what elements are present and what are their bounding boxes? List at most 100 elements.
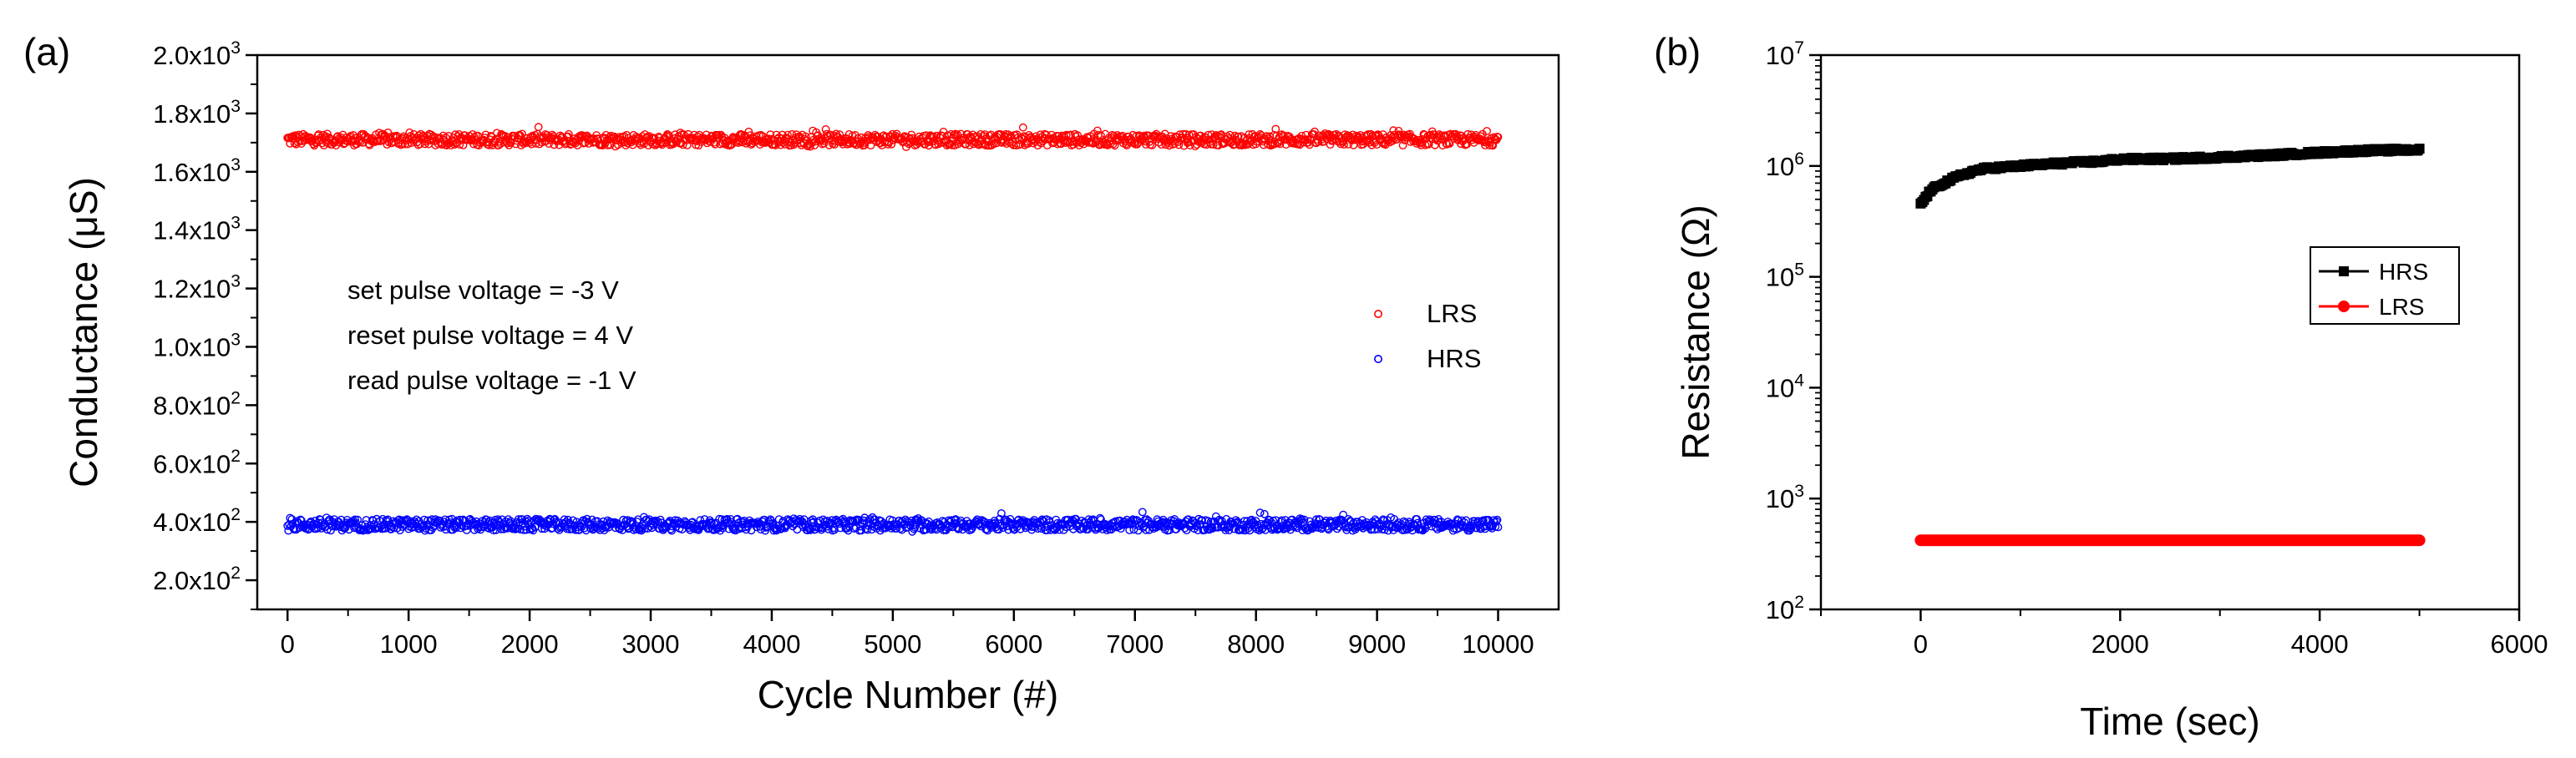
y-tick-label: 1.6x103 xyxy=(153,155,241,187)
data-point xyxy=(819,139,829,148)
data-point xyxy=(1275,523,1285,533)
y-tick-label: 105 xyxy=(1766,260,1804,292)
x-tick-label: 5000 xyxy=(864,629,921,659)
data-point xyxy=(1129,525,1138,534)
data-point xyxy=(876,526,885,535)
data-point xyxy=(1483,127,1492,135)
data-point xyxy=(609,518,618,528)
data-point xyxy=(1493,523,1503,532)
legend-marker-lrs xyxy=(2338,301,2350,312)
data-point xyxy=(892,524,901,533)
data-point xyxy=(1349,140,1358,149)
data-point xyxy=(795,132,804,141)
data-point xyxy=(887,524,896,533)
data-point xyxy=(767,517,776,525)
data-point xyxy=(1006,514,1015,523)
data-point xyxy=(1460,518,1469,527)
data-point xyxy=(1367,140,1377,149)
y-tick-label: 2.0x102 xyxy=(153,563,241,595)
data-point xyxy=(1133,139,1142,149)
data-point xyxy=(1412,515,1422,523)
data-point xyxy=(1311,127,1319,136)
data-point xyxy=(439,131,448,140)
x-tick-label: 4000 xyxy=(2291,629,2349,659)
y-tick-label: 107 xyxy=(1766,38,1804,70)
data-point xyxy=(997,509,1006,518)
data-point xyxy=(534,123,543,132)
legend-label-hrs: HRS xyxy=(2379,259,2428,285)
data-point xyxy=(1493,133,1503,142)
legend: HRS LRS xyxy=(2310,246,2460,325)
data-point xyxy=(987,140,996,149)
scatter-points xyxy=(283,123,1503,536)
annotation-text: read pulse voltage = -1 V xyxy=(347,366,636,395)
y-tick-label: 6.0x102 xyxy=(153,447,241,478)
data-point xyxy=(1062,130,1071,139)
data-point xyxy=(347,518,357,527)
data-point xyxy=(1271,516,1280,524)
data-point xyxy=(557,523,566,532)
legend-marker-hrs xyxy=(2339,266,2349,276)
data-point xyxy=(494,141,503,149)
y-tick-label: 103 xyxy=(1766,482,1804,513)
data-point xyxy=(1483,522,1492,530)
series-lrs-line xyxy=(1914,534,2426,547)
data-point xyxy=(291,131,300,140)
data-point xyxy=(1198,516,1207,525)
data-point xyxy=(981,130,990,139)
data-point xyxy=(1255,508,1265,518)
data-point xyxy=(943,131,952,140)
legend-marker-hrs xyxy=(1374,354,1383,363)
data-point xyxy=(652,516,661,525)
data-point xyxy=(1018,123,1027,132)
data-point xyxy=(378,514,388,523)
y-axis-title: Conductance (μS) xyxy=(62,177,105,488)
data-point xyxy=(1049,523,1058,533)
data-point xyxy=(1083,133,1092,142)
data-point xyxy=(1174,140,1184,149)
data-point xyxy=(1206,139,1215,149)
data-point xyxy=(1054,132,1063,141)
data-point xyxy=(322,129,332,139)
data-point xyxy=(947,140,956,149)
data-point xyxy=(1138,508,1147,517)
data-point xyxy=(844,138,853,147)
data-point xyxy=(522,139,531,148)
data-point xyxy=(349,130,357,139)
data-point xyxy=(1365,138,1374,147)
x-tick-label: 6000 xyxy=(2491,629,2548,659)
data-point xyxy=(1434,515,1443,523)
data-point xyxy=(351,515,359,524)
data-point xyxy=(645,132,654,141)
data-point xyxy=(557,132,566,141)
x-tick-label: 2000 xyxy=(501,629,559,659)
plot-frame xyxy=(1819,53,2521,611)
legend-label-lrs: LRS xyxy=(1427,299,1477,328)
data-point xyxy=(1124,132,1133,141)
data-point xyxy=(353,515,362,524)
data-point xyxy=(603,141,612,149)
legend-label-hrs: HRS xyxy=(1427,344,1481,373)
x-tick-label: 0 xyxy=(1914,629,1928,659)
data-point xyxy=(1225,526,1234,535)
x-tick-label: 0 xyxy=(281,629,295,659)
data-point xyxy=(1265,516,1274,524)
data-point xyxy=(711,139,719,149)
legend-marker-lrs xyxy=(1374,309,1383,318)
data-point xyxy=(1097,131,1105,140)
series-hrs-line xyxy=(1915,144,2425,209)
data-point xyxy=(1165,141,1174,150)
data-point xyxy=(1312,515,1321,524)
data-point xyxy=(810,141,819,150)
data-point xyxy=(1183,139,1192,148)
data-point xyxy=(1300,515,1309,524)
data-point xyxy=(1243,135,1252,144)
x-tick-label: 2000 xyxy=(2092,629,2149,659)
data-point xyxy=(1449,134,1458,144)
y-tick-label: 8.0x102 xyxy=(153,388,241,420)
data-point xyxy=(766,130,775,139)
data-point xyxy=(1274,139,1283,147)
data-point xyxy=(1476,132,1485,141)
data-point xyxy=(520,526,528,534)
